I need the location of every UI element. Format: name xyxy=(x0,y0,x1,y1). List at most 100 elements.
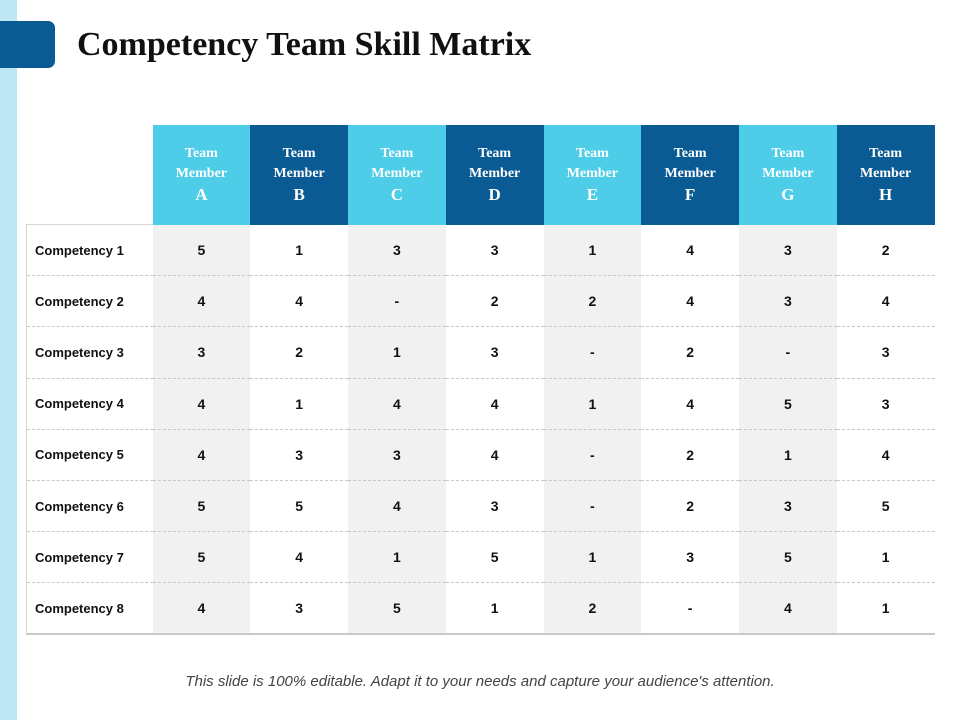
table-cell: 3 xyxy=(739,224,837,277)
table-cell: 1 xyxy=(543,378,642,430)
table-cell: 4 xyxy=(250,275,348,328)
table-cell: 5 xyxy=(739,378,837,430)
column-header-letter: G xyxy=(781,184,795,204)
table-row: Competency 2 4 4 - 2 2 4 3 4 xyxy=(26,275,935,328)
table-cell: 3 xyxy=(250,582,348,636)
skill-matrix-table: Team Member A Team Member B Team Member … xyxy=(26,125,935,636)
table-cell: 5 xyxy=(348,582,446,636)
table-cell: - xyxy=(348,275,446,328)
column-header-c: Team Member C xyxy=(348,125,446,225)
row-label: Competency 7 xyxy=(26,531,153,584)
table-row: Competency 1 5 1 3 3 1 4 3 2 xyxy=(26,223,935,277)
table-cell: 5 xyxy=(836,480,935,533)
column-header-letter: C xyxy=(390,184,404,204)
column-header-g: Team Member G xyxy=(739,125,837,225)
row-label: Competency 2 xyxy=(26,275,153,328)
column-header-line2: Member xyxy=(762,165,814,181)
table-row: Competency 4 4 1 4 4 1 4 5 3 xyxy=(26,378,935,430)
table-cell: 2 xyxy=(641,480,739,533)
table-cell: 4 xyxy=(641,275,739,328)
column-header-letter: B xyxy=(293,184,305,204)
table-cell: 1 xyxy=(836,531,935,584)
row-label: Competency 8 xyxy=(26,582,153,636)
column-header-line1: Team xyxy=(478,145,512,161)
table-cell: 4 xyxy=(152,429,251,481)
table-cell: 2 xyxy=(543,582,642,636)
table-cell: 5 xyxy=(152,224,251,277)
table-cell: 4 xyxy=(348,378,446,430)
table-cell: 1 xyxy=(836,582,935,636)
column-header-d: Team Member D xyxy=(445,125,544,225)
corner-cell xyxy=(26,125,153,225)
table-cell: 4 xyxy=(836,429,935,481)
column-header-line2: Member xyxy=(566,165,619,181)
table-cell: 1 xyxy=(543,531,642,584)
table-cell: 4 xyxy=(152,582,251,636)
table-cell: 3 xyxy=(152,326,251,379)
table-cell: 2 xyxy=(250,326,348,379)
column-header-line1: Team xyxy=(869,145,903,161)
table-cell: 3 xyxy=(641,531,739,584)
table-cell: 4 xyxy=(250,531,348,584)
table-cell: 1 xyxy=(250,224,348,277)
table-cell: 1 xyxy=(445,582,544,636)
column-header-line2: Member xyxy=(664,165,716,181)
column-header-line1: Team xyxy=(184,145,218,161)
table-cell: 3 xyxy=(445,326,544,379)
table-cell: 2 xyxy=(641,326,739,379)
column-header-letter: E xyxy=(586,184,599,204)
row-label: Competency 5 xyxy=(26,429,153,481)
row-label: Competency 6 xyxy=(26,480,153,533)
table-cell: 1 xyxy=(348,531,446,584)
column-header-letter: D xyxy=(488,184,501,204)
column-header-letter: H xyxy=(879,184,893,204)
table-cell: 1 xyxy=(739,429,837,481)
footer-note: This slide is 100% editable. Adapt it to… xyxy=(185,673,775,690)
table-cell: - xyxy=(641,582,739,636)
table-cell: 1 xyxy=(543,224,642,277)
column-header-line2: Member xyxy=(175,165,228,181)
table-row: Competency 7 5 4 1 5 1 3 5 1 xyxy=(26,531,935,584)
header-row: Team Member A Team Member B Team Member … xyxy=(26,125,935,225)
slide-title: Competency Team Skill Matrix xyxy=(77,26,532,63)
table-cell: 4 xyxy=(641,378,739,430)
table-cell: - xyxy=(739,326,837,379)
column-header-line2: Member xyxy=(371,165,423,181)
column-header-h: Team Member H xyxy=(836,125,935,225)
left-accent-strip xyxy=(0,0,17,720)
column-header-line1: Team xyxy=(673,145,707,161)
table-cell: 3 xyxy=(445,224,544,277)
column-header-f: Team Member F xyxy=(641,125,739,225)
table-cell: - xyxy=(543,480,642,533)
table-cell: 4 xyxy=(152,378,251,430)
column-header-letter: F xyxy=(684,184,696,204)
table-cell: - xyxy=(543,429,642,481)
table-cell: 5 xyxy=(250,480,348,533)
table-cell: 4 xyxy=(739,582,837,636)
table-row: Competency 8 4 3 5 1 2 - 4 1 xyxy=(26,582,935,636)
table-row: Competency 3 3 2 1 3 - 2 - 3 xyxy=(26,326,935,379)
row-label: Competency 4 xyxy=(26,378,153,430)
table-cell: 2 xyxy=(445,275,544,328)
column-header-line2: Member xyxy=(273,165,325,181)
table-row: Competency 5 4 3 3 4 - 2 1 4 xyxy=(26,429,935,481)
table-cell: 3 xyxy=(739,275,837,328)
table-cell: 3 xyxy=(348,224,446,277)
table-cell: 1 xyxy=(348,326,446,379)
column-header-line1: Team xyxy=(771,145,805,161)
column-header-line1: Team xyxy=(282,145,316,161)
table-cell: 2 xyxy=(836,224,935,277)
table-cell: 1 xyxy=(250,378,348,430)
column-header-letter: A xyxy=(195,184,208,204)
table-cell: 3 xyxy=(250,429,348,481)
table-cell: 3 xyxy=(445,480,544,533)
column-header-line2: Member xyxy=(859,165,912,181)
table-cell: 4 xyxy=(348,480,446,533)
table-cell: 5 xyxy=(739,531,837,584)
table-cell: 4 xyxy=(641,224,739,277)
table-cell: 5 xyxy=(152,531,251,584)
table-cell: 3 xyxy=(836,326,935,379)
title-accent-tab xyxy=(0,21,55,68)
row-label: Competency 1 xyxy=(26,223,153,277)
table-cell: - xyxy=(543,326,642,379)
